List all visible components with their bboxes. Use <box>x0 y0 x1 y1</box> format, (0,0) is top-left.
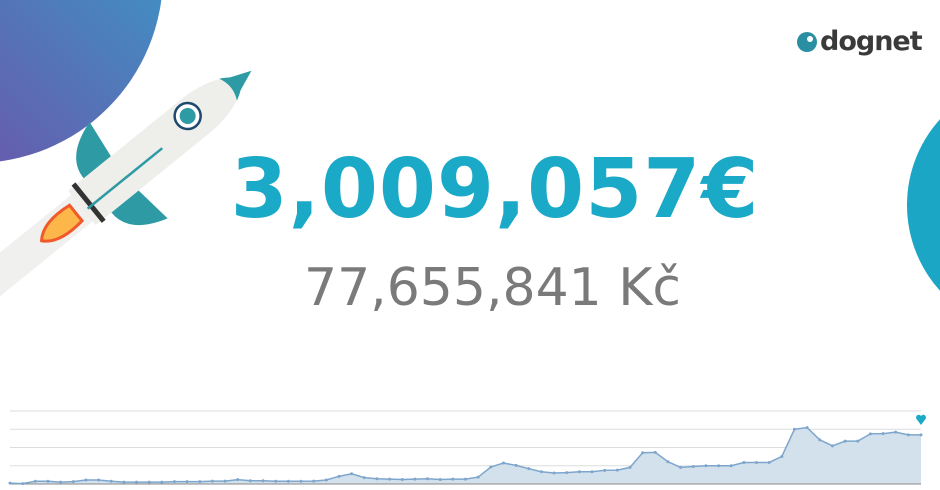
data-point <box>818 438 822 442</box>
data-point <box>704 464 708 468</box>
data-point <box>830 444 834 448</box>
data-point <box>527 467 531 471</box>
data-point <box>261 479 265 483</box>
decorations <box>0 0 940 360</box>
data-point <box>350 472 354 476</box>
data-point <box>362 476 366 480</box>
data-point <box>603 468 607 472</box>
primary-amount: 3,009,057€ <box>230 142 760 237</box>
data-point <box>577 470 581 474</box>
dognet-logo: dognet <box>796 26 923 57</box>
data-point <box>299 479 303 483</box>
data-point <box>160 480 164 484</box>
heart-icon <box>916 414 926 425</box>
data-point <box>46 479 50 483</box>
data-point <box>400 477 404 481</box>
data-point <box>33 479 37 483</box>
data-point <box>464 477 467 481</box>
data-point <box>881 432 885 436</box>
data-point <box>84 478 88 482</box>
data-point <box>438 477 442 481</box>
data-point <box>565 471 569 475</box>
data-point <box>767 460 771 464</box>
data-point <box>147 480 151 484</box>
gradient-blob <box>0 0 162 162</box>
data-point <box>109 479 113 483</box>
data-point <box>451 477 455 481</box>
data-point <box>8 481 12 485</box>
data-point <box>375 477 379 481</box>
data-point <box>223 479 227 483</box>
data-point <box>185 480 189 484</box>
data-point <box>691 464 695 468</box>
data-point <box>514 463 518 467</box>
data-point <box>274 479 278 483</box>
rocket-icon <box>0 70 252 360</box>
data-point <box>755 460 759 464</box>
secondary-amount: 77,655,841 Kč <box>304 258 681 318</box>
data-point <box>21 482 25 486</box>
data-point <box>324 478 328 482</box>
logo-text: dognet <box>820 26 923 57</box>
data-point <box>539 470 543 474</box>
dognet-logo-icon <box>797 31 817 52</box>
data-point <box>590 470 594 474</box>
data-point <box>856 439 860 443</box>
data-point <box>236 478 240 482</box>
data-point <box>198 480 202 484</box>
data-point <box>628 465 632 469</box>
data-point <box>312 479 316 483</box>
data-point <box>97 478 101 482</box>
data-point <box>843 439 847 443</box>
data-point <box>906 433 910 437</box>
data-point <box>729 464 733 468</box>
data-point <box>919 433 923 437</box>
data-point <box>792 427 796 431</box>
data-point <box>742 460 746 464</box>
data-point <box>615 468 619 472</box>
data-point <box>286 479 290 483</box>
data-point <box>476 475 480 479</box>
data-point <box>59 480 63 484</box>
data-point <box>805 426 809 430</box>
data-point <box>135 480 139 484</box>
data-point <box>172 480 176 484</box>
data-point <box>653 450 657 454</box>
data-point <box>426 477 430 481</box>
data-point <box>666 460 670 464</box>
data-point <box>501 461 505 465</box>
data-point <box>717 464 721 468</box>
data-point <box>248 479 252 483</box>
trend-chart <box>8 410 926 486</box>
data-point <box>641 451 645 455</box>
data-point <box>894 430 898 434</box>
area-fill <box>10 427 921 484</box>
data-point <box>413 477 417 481</box>
data-point <box>122 480 126 484</box>
data-point <box>679 465 683 469</box>
data-point <box>71 480 75 484</box>
data-point <box>489 465 493 469</box>
data-point <box>210 479 214 483</box>
data-point <box>780 454 784 458</box>
teal-blob <box>907 119 940 291</box>
data-point <box>552 471 556 475</box>
data-point <box>868 432 872 436</box>
data-point <box>388 477 392 481</box>
data-point <box>337 474 341 478</box>
